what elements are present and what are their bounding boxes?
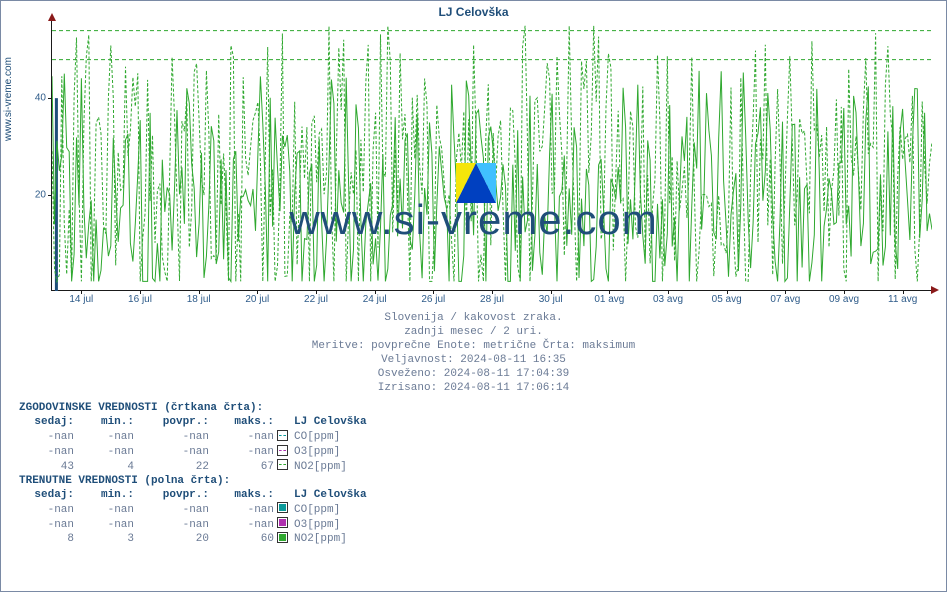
legend-swatch-icon	[277, 502, 288, 513]
side-label: www.si-vreme.com	[3, 57, 14, 141]
y-axis-arrow	[48, 13, 56, 21]
chart-title: LJ Celovška	[1, 1, 946, 19]
legend-swatch-icon	[277, 517, 288, 528]
table-header: sedaj:min.:povpr.:maks.:LJ Celovška	[19, 415, 367, 429]
curr-title: TRENUTNE VREDNOSTI (polna črta):	[19, 474, 367, 488]
data-tables: ZGODOVINSKE VREDNOSTI (črtkana črta):sed…	[19, 401, 367, 546]
chart-metadata: Slovenija / kakovost zraka. zadnji mesec…	[1, 311, 946, 395]
table-header: sedaj:min.:povpr.:maks.:LJ Celovška	[19, 488, 367, 502]
series-historical-no2	[52, 26, 932, 282]
watermark-logo	[456, 163, 496, 203]
meta-line: Izrisano: 2024-08-11 17:06:14	[1, 381, 946, 395]
chart-plot-area: 204014 jul16 jul18 jul20 jul22 jul24 jul…	[51, 21, 931, 291]
legend-swatch-icon	[277, 532, 288, 543]
meta-line: Meritve: povprečne Enote: metrične Črta:…	[1, 339, 946, 353]
legend-swatch-icon	[277, 430, 288, 441]
table-row: -nan-nan-nan-nanCO[ppm]	[19, 429, 367, 444]
meta-line: Slovenija / kakovost zraka.	[1, 311, 946, 325]
chart-svg	[52, 21, 932, 291]
table-row: 832060NO2[ppm]	[19, 532, 367, 547]
meta-line: Veljavnost: 2024-08-11 16:35	[1, 353, 946, 367]
meta-line: Osveženo: 2024-08-11 17:04:39	[1, 367, 946, 381]
table-row: -nan-nan-nan-nanO3[ppm]	[19, 444, 367, 459]
table-row: 4342267NO2[ppm]	[19, 459, 367, 474]
x-axis-arrow	[931, 286, 939, 294]
legend-swatch-icon	[277, 459, 288, 470]
table-row: -nan-nan-nan-nanCO[ppm]	[19, 502, 367, 517]
legend-swatch-icon	[277, 445, 288, 456]
hist-title: ZGODOVINSKE VREDNOSTI (črtkana črta):	[19, 401, 367, 415]
table-row: -nan-nan-nan-nanO3[ppm]	[19, 517, 367, 532]
meta-line: zadnji mesec / 2 uri.	[1, 325, 946, 339]
